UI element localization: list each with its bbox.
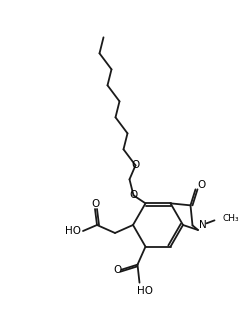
Text: HO: HO — [136, 286, 152, 296]
Text: CH₃: CH₃ — [223, 214, 239, 223]
Text: O: O — [131, 160, 140, 170]
Text: N: N — [199, 220, 206, 230]
Text: O: O — [91, 199, 99, 209]
Text: O: O — [113, 265, 122, 274]
Text: HO: HO — [65, 226, 81, 236]
Text: O: O — [197, 180, 206, 190]
Text: O: O — [129, 190, 138, 200]
